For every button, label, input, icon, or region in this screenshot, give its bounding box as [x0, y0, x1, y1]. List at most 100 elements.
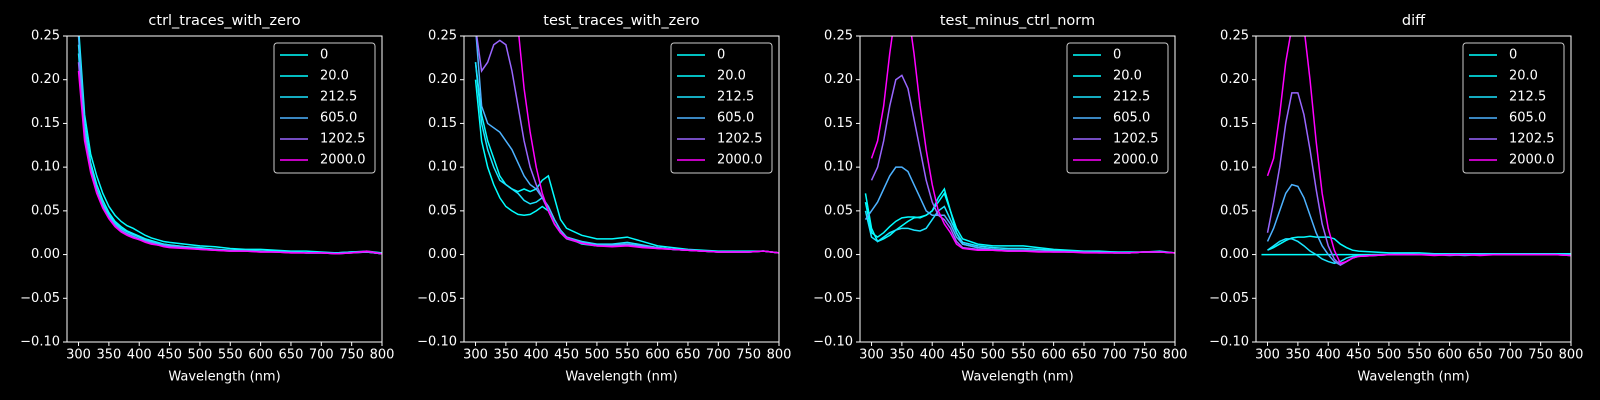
- x-tick-label: 600: [248, 348, 273, 363]
- chart-title: test_minus_ctrl_norm: [940, 13, 1095, 29]
- legend-label: 0: [1509, 48, 1517, 63]
- x-tick-label: 750: [736, 348, 761, 363]
- x-tick-label: 600: [1437, 348, 1462, 363]
- x-tick-label: 300: [66, 348, 91, 363]
- x-tick-label: 450: [950, 348, 975, 363]
- y-tick-label: −0.05: [1209, 291, 1249, 306]
- x-tick-label: 400: [127, 348, 152, 363]
- legend-label: 2000.0: [1113, 153, 1159, 168]
- x-tick-label: 700: [1102, 348, 1127, 363]
- x-tick-label: 350: [96, 348, 121, 363]
- axes-frame: [463, 35, 780, 343]
- x-tick-label: 500: [188, 348, 213, 363]
- legend-label: 212.5: [1509, 90, 1546, 105]
- data-line: [77, 70, 382, 255]
- x-tick-label: 800: [370, 348, 395, 363]
- y-tick-label: −0.05: [417, 291, 457, 306]
- x-tick-label: 550: [615, 348, 640, 363]
- legend-label: 2000.0: [1509, 153, 1555, 168]
- legend-label: 212.5: [1113, 90, 1150, 105]
- x-tick-label: 450: [554, 348, 579, 363]
- x-tick-label: 700: [309, 348, 334, 363]
- x-tick-label: 750: [339, 348, 364, 363]
- data-line: [78, 36, 382, 254]
- legend-label: 212.5: [320, 90, 357, 105]
- x-axis-label: Wavelength (nm): [565, 370, 677, 385]
- x-tick-label: 650: [279, 348, 304, 363]
- x-tick-label: 550: [1407, 348, 1432, 363]
- legend-label: 20.0: [1113, 69, 1142, 84]
- x-tick-label: 800: [767, 348, 792, 363]
- legend-label: 605.0: [320, 111, 357, 126]
- x-tick-label: 450: [1346, 348, 1371, 363]
- x-tick-label: 500: [981, 348, 1006, 363]
- y-tick-label: 0.15: [428, 116, 457, 131]
- x-tick-label: 750: [1528, 348, 1553, 363]
- legend-label: 0: [320, 48, 328, 63]
- x-tick-label: 500: [585, 348, 610, 363]
- y-tick-label: 0.10: [428, 160, 457, 175]
- legend-label: 20.0: [717, 69, 746, 84]
- chart-title: diff: [1402, 13, 1426, 29]
- y-tick-label: 0.20: [1220, 72, 1249, 87]
- x-tick-label: 350: [1285, 348, 1310, 363]
- x-tick-label: 500: [1377, 348, 1402, 363]
- chart-title: test_traces_with_zero: [543, 13, 700, 29]
- x-tick-label: 650: [676, 348, 701, 363]
- legend-label: 605.0: [1113, 111, 1150, 126]
- data-line: [518, 36, 779, 254]
- legend-label: 2000.0: [320, 153, 366, 168]
- x-tick-label: 600: [645, 348, 670, 363]
- y-tick-label: 0.00: [31, 247, 60, 262]
- chart-title: ctrl_traces_with_zero: [148, 13, 300, 29]
- y-tick-label: −0.10: [813, 335, 853, 350]
- legend-label: 2000.0: [717, 153, 763, 168]
- x-tick-label: 650: [1072, 348, 1097, 363]
- x-tick-label: 800: [1559, 348, 1584, 363]
- y-tick-label: 0.15: [1220, 116, 1249, 131]
- data-line: [1267, 235, 1571, 255]
- legend-label: 0: [1113, 48, 1121, 63]
- x-tick-label: 550: [1011, 348, 1036, 363]
- x-tick-label: 700: [1498, 348, 1523, 363]
- y-tick-label: 0.05: [1220, 203, 1249, 218]
- legend-label: 1202.5: [717, 132, 763, 147]
- y-tick-label: 0.00: [428, 247, 457, 262]
- y-tick-label: 0.20: [824, 72, 853, 87]
- x-axis-label: Wavelength (nm): [168, 370, 280, 385]
- axes-frame: [859, 35, 1176, 343]
- legend-label: 605.0: [1509, 111, 1546, 126]
- legend-label: 0: [717, 48, 725, 63]
- axes-frame: [66, 35, 383, 343]
- y-tick-label: −0.10: [417, 335, 457, 350]
- x-tick-label: 300: [463, 348, 488, 363]
- y-tick-label: 0.25: [31, 29, 60, 44]
- y-tick-label: −0.10: [20, 335, 60, 350]
- x-tick-label: 800: [1163, 348, 1188, 363]
- y-tick-label: 0.25: [428, 29, 457, 44]
- x-axis-label: Wavelength (nm): [1357, 370, 1469, 385]
- legend-label: 1202.5: [1509, 132, 1555, 147]
- y-tick-label: 0.25: [1220, 29, 1249, 44]
- x-tick-label: 450: [157, 348, 182, 363]
- x-tick-label: 300: [859, 348, 884, 363]
- x-tick-label: 350: [889, 348, 914, 363]
- x-tick-label: 750: [1132, 348, 1157, 363]
- y-tick-label: 0.10: [1220, 160, 1249, 175]
- x-tick-label: 300: [1255, 348, 1280, 363]
- data-line: [870, 36, 1175, 254]
- x-tick-label: 350: [493, 348, 518, 363]
- x-tick-label: 700: [706, 348, 731, 363]
- legend-label: 20.0: [320, 69, 349, 84]
- x-tick-label: 600: [1041, 348, 1066, 363]
- legend-label: 1202.5: [320, 132, 366, 147]
- y-tick-label: −0.05: [20, 291, 60, 306]
- y-tick-label: 0.00: [824, 247, 853, 262]
- axes-frame: [1255, 35, 1572, 343]
- y-tick-label: 0.20: [428, 72, 457, 87]
- y-tick-label: 0.00: [1220, 247, 1249, 262]
- y-tick-label: 0.05: [31, 203, 60, 218]
- data-line: [864, 166, 1175, 254]
- legend-label: 20.0: [1509, 69, 1538, 84]
